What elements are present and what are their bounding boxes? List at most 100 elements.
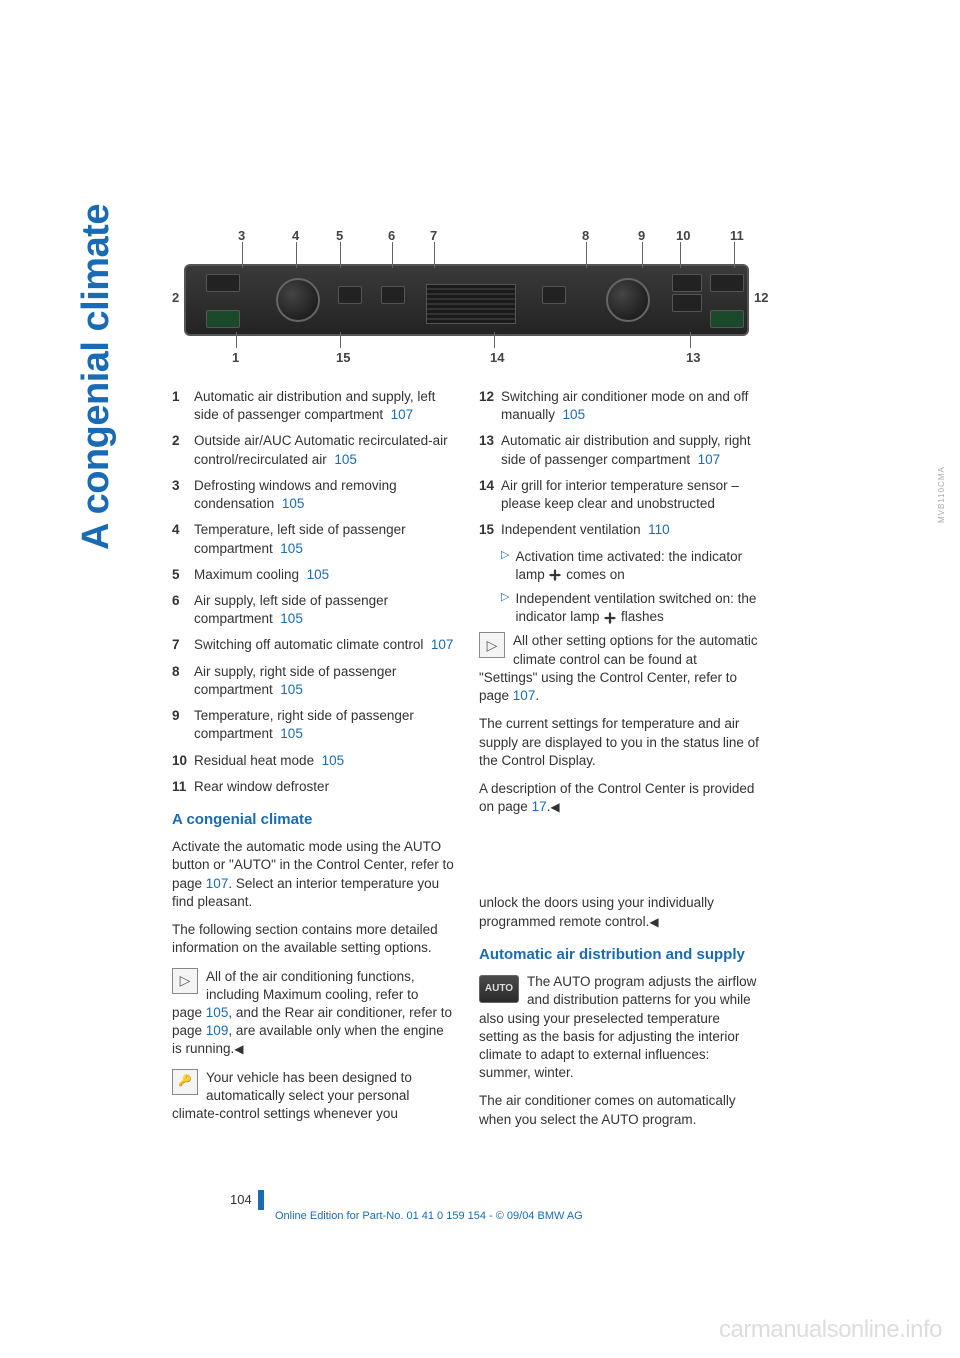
body-text: unlock the doors using your individually… <box>479 894 762 930</box>
body-text: climate-control settings whenever you <box>172 1105 455 1123</box>
body-text: Activate the automatic mode using the AU… <box>172 838 455 911</box>
item-text: Defrosting windows and removing condensa… <box>194 477 455 513</box>
watermark: carmanualsonline.info <box>719 1316 942 1344</box>
item-number: 11 <box>172 778 194 796</box>
item-text: Residual heat mode 105 <box>194 752 455 770</box>
item-number: 2 <box>172 432 194 468</box>
callout-num: 14 <box>490 350 504 365</box>
callout-line <box>392 242 393 268</box>
item-text: Rear window defroster <box>194 778 455 796</box>
item-text: Automatic air distribution and supply, r… <box>501 432 762 468</box>
note-icon: ▷ <box>479 632 505 658</box>
panel-btn <box>672 274 702 292</box>
list-item: 14Air grill for interior temperature sen… <box>479 477 762 513</box>
callout-line <box>680 242 681 268</box>
fan-icon <box>603 611 617 625</box>
item-number: 8 <box>172 663 194 699</box>
body-text: The following section contains more deta… <box>172 921 455 957</box>
callout-line <box>586 242 587 268</box>
item-number: 14 <box>479 477 501 513</box>
callout-num: 6 <box>388 228 395 243</box>
triangle-icon: ▷ <box>501 548 509 584</box>
page-ref: 105 <box>206 1005 229 1020</box>
list-item: 11Rear window defroster <box>172 778 455 796</box>
page-ref: 107 <box>513 688 536 703</box>
item-text: Air supply, right side of passenger comp… <box>194 663 455 699</box>
bullet-item: ▷Independent ventilation switched on: th… <box>479 590 762 626</box>
callout-line <box>236 332 237 348</box>
page-ref: 107 <box>431 637 454 652</box>
callout-line <box>242 242 243 268</box>
callout-num: 13 <box>686 350 700 365</box>
callout-num: 8 <box>582 228 589 243</box>
callout-num: 3 <box>238 228 245 243</box>
key-icon: 🔑 <box>172 1069 198 1095</box>
callout-num: 4 <box>292 228 299 243</box>
page-ref: 105 <box>282 496 305 511</box>
callout-line <box>642 242 643 268</box>
list-item: 13Automatic air distribution and supply,… <box>479 432 762 468</box>
page-ref: 110 <box>648 522 670 537</box>
callout-num: 9 <box>638 228 645 243</box>
panel-btn <box>542 286 566 304</box>
item-text: Automatic air distribution and supply, l… <box>194 388 455 424</box>
diagram-code: MVB110CMA <box>937 466 946 523</box>
list-item: 4Temperature, left side of passenger com… <box>172 521 455 557</box>
note-block: ▷ All of the air conditioning functions,… <box>172 968 455 1004</box>
item-text: Air grill for interior temperature senso… <box>501 477 762 513</box>
item-text: Switching off automatic climate control … <box>194 636 455 654</box>
panel-btn-auto-l <box>206 310 240 328</box>
item-number: 7 <box>172 636 194 654</box>
body-text: "Settings" using the Control Center, ref… <box>479 669 762 705</box>
section-heading: Automatic air distribution and supply <box>479 945 762 965</box>
page-ref: 109 <box>206 1023 229 1038</box>
panel-btn <box>672 294 702 312</box>
dial-right <box>606 278 650 322</box>
list-item: 3Defrosting windows and removing condens… <box>172 477 455 513</box>
page-ref: 105 <box>280 611 303 626</box>
climate-control-diagram: 34567891011 212 1151413 MVB110CMA <box>172 228 762 363</box>
list-item: 2Outside air/AUC Automatic recirculated-… <box>172 432 455 468</box>
list-item: 9Temperature, right side of passenger co… <box>172 707 455 743</box>
item-number: 9 <box>172 707 194 743</box>
panel <box>184 264 749 336</box>
list-item: 15Independent ventilation 110 <box>479 521 762 539</box>
item-number: 13 <box>479 432 501 468</box>
body-text: page 105, and the Rear air conditioner, … <box>172 1004 455 1059</box>
item-number: 3 <box>172 477 194 513</box>
page-bar <box>258 1190 264 1210</box>
note-icon: ▷ <box>172 968 198 994</box>
callout-num: 7 <box>430 228 437 243</box>
triangle-icon: ▷ <box>501 590 509 626</box>
item-number: 6 <box>172 592 194 628</box>
callout-num: 12 <box>754 290 768 305</box>
callout-line <box>434 242 435 268</box>
footer: Online Edition for Part-No. 01 41 0 159 … <box>275 1210 583 1222</box>
item-text: Maximum cooling 105 <box>194 566 455 584</box>
callout-num: 2 <box>172 290 179 305</box>
item-number: 1 <box>172 388 194 424</box>
page-ref: 105 <box>322 753 345 768</box>
list-item: 1Automatic air distribution and supply, … <box>172 388 455 424</box>
page-ref: 107 <box>206 876 229 891</box>
page-ref: 107 <box>698 452 721 467</box>
page-ref: 17 <box>532 799 547 814</box>
item-number: 4 <box>172 521 194 557</box>
callout-line <box>340 332 341 348</box>
item-number: 10 <box>172 752 194 770</box>
list-item: 6Air supply, left side of passenger comp… <box>172 592 455 628</box>
body-text: The air conditioner comes on automatical… <box>479 1092 762 1128</box>
bullet-item: ▷Activation time activated: the indicato… <box>479 548 762 584</box>
dial-left <box>276 278 320 322</box>
callout-num: 10 <box>676 228 690 243</box>
page-ref: 105 <box>280 726 303 741</box>
note-block: 🔑 Your vehicle has been designed to auto… <box>172 1069 455 1105</box>
page-ref: 105 <box>563 407 586 422</box>
list-item: 5Maximum cooling 105 <box>172 566 455 584</box>
note-block: ▷ All other setting options for the auto… <box>479 632 762 668</box>
list-item: 7Switching off automatic climate control… <box>172 636 455 654</box>
callout-num: 5 <box>336 228 343 243</box>
panel-btn-auto-r <box>710 310 744 328</box>
list-item: 12Switching air conditioner mode on and … <box>479 388 762 424</box>
body-text: The current settings for temperature and… <box>479 715 762 770</box>
